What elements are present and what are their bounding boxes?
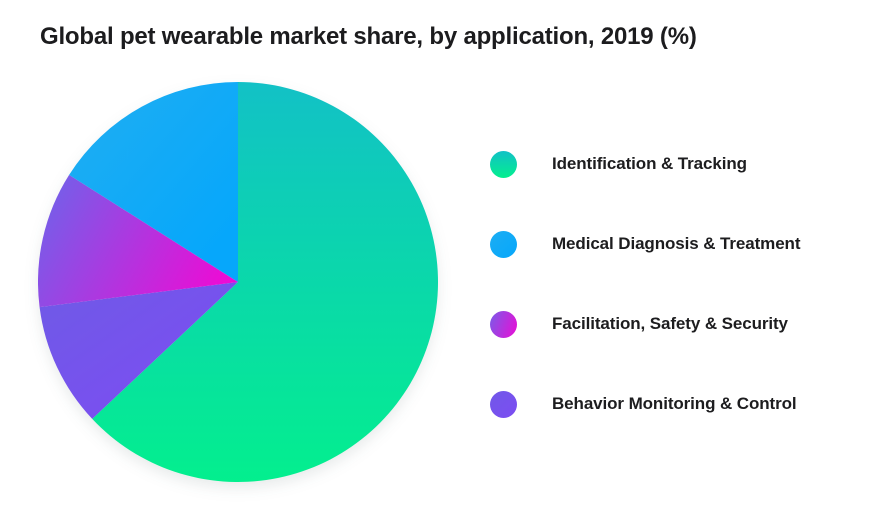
pie-slice-medical-diagnosis-treatment bbox=[69, 82, 238, 282]
legend-label-facilitation-safety-security: Facilitation, Safety & Security bbox=[552, 314, 788, 333]
pie-slice-facilitation-safety-security bbox=[38, 174, 238, 308]
legend-label-identification-tracking: Identification & Tracking bbox=[552, 154, 747, 173]
pie-slice-identification-tracking bbox=[92, 82, 438, 482]
legend-swatch-facilitation-safety-security bbox=[490, 310, 517, 338]
legend-item-medical-diagnosis-treatment: Medical Diagnosis & Treatment bbox=[490, 230, 800, 258]
legend-swatch-behavior-monitoring-control bbox=[490, 390, 517, 418]
legend-item-facilitation-safety-security: Facilitation, Safety & Security bbox=[490, 310, 800, 338]
legend-item-identification-tracking: Identification & Tracking bbox=[490, 150, 800, 178]
legend-label-medical-diagnosis-treatment: Medical Diagnosis & Treatment bbox=[552, 234, 801, 253]
legend: Identification & Tracking Medical Diagno… bbox=[490, 150, 800, 418]
legend-item-behavior-monitoring-control: Behavior Monitoring & Control bbox=[490, 390, 800, 418]
pie-slice-behavior-monitoring-control bbox=[39, 282, 238, 419]
chart-title: Global pet wearable market share, by app… bbox=[40, 23, 697, 50]
legend-swatch-medical-diagnosis-treatment bbox=[490, 230, 517, 258]
pie-chart bbox=[38, 82, 438, 482]
legend-swatch-identification-tracking bbox=[490, 150, 517, 178]
legend-label-behavior-monitoring-control: Behavior Monitoring & Control bbox=[552, 394, 797, 413]
pie-chart-area bbox=[38, 82, 438, 482]
